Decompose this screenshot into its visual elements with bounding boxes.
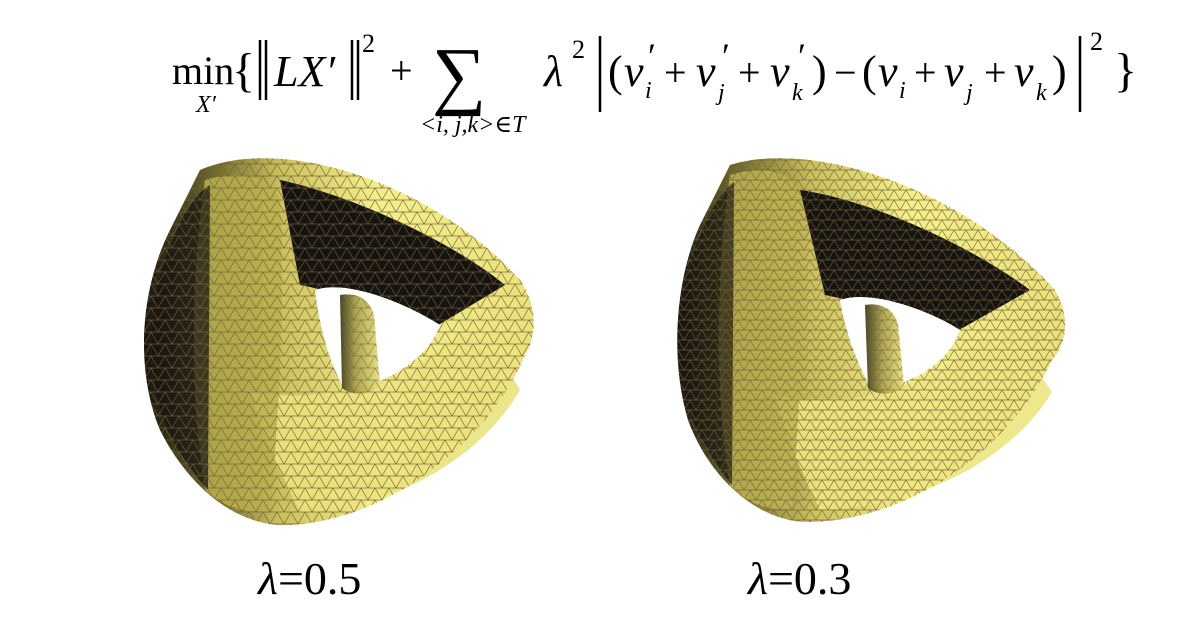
formula-min-subscript: X′ (195, 92, 217, 118)
formula-norm-power: 2 (362, 29, 375, 58)
svg-text:): ) (812, 47, 827, 96)
formula-inner-expression: ( v i ′ + v j ′ + v k ′ ) − ( v i + v j … (608, 36, 1067, 106)
svg-text:i: i (645, 78, 652, 104)
svg-text:k: k (792, 80, 803, 106)
formula-sum-index: <i, j,k>∈T (420, 112, 527, 138)
formula-close-brace: } (1114, 44, 1137, 97)
torus-mesh-right (677, 158, 1066, 523)
svg-text:i: i (899, 78, 906, 104)
formula-abs-power: 2 (1090, 27, 1103, 56)
svg-text:+: + (914, 50, 937, 95)
svg-text:v: v (1014, 47, 1034, 96)
formula-norm-term: LX′ (273, 47, 336, 96)
svg-text:′: ′ (722, 36, 730, 76)
svg-text:v: v (878, 47, 898, 96)
svg-text:+: + (984, 50, 1007, 95)
torus-mesh-left (143, 158, 534, 526)
formula-sum: ∑ (432, 33, 486, 117)
caption-right-lambda: λ (748, 553, 768, 604)
formula-min: min (172, 48, 234, 93)
formula-open-brace: { (232, 44, 255, 97)
formula-lambda-power: 2 (572, 35, 585, 64)
svg-text:k: k (1036, 80, 1047, 106)
caption-left-value: =0.5 (277, 553, 362, 604)
svg-text:v: v (696, 47, 716, 96)
svg-text:v: v (944, 47, 964, 96)
svg-text:): ) (1052, 47, 1067, 96)
svg-text:v: v (770, 47, 790, 96)
svg-text:v: v (624, 47, 644, 96)
caption-left-lambda: λ (258, 553, 278, 604)
svg-text:−: − (834, 50, 857, 95)
caption-right-value: =0.3 (767, 553, 852, 604)
svg-text:+: + (664, 50, 687, 95)
formula-lambda: λ (542, 47, 563, 96)
svg-text:′: ′ (648, 36, 656, 76)
caption-lambda-left: λ=0.5 (258, 556, 361, 602)
formula-plus: + (390, 48, 413, 93)
caption-lambda-right: λ=0.3 (748, 556, 851, 602)
svg-text:+: + (738, 50, 761, 95)
svg-text:′: ′ (798, 36, 806, 76)
svg-text:j: j (715, 80, 725, 106)
svg-text:(: ( (862, 47, 877, 96)
energy-formula: min X′ { LX′ 2 + ∑ <i, j,k>∈T λ 2 ( v i … (172, 27, 1137, 138)
svg-text:(: ( (608, 47, 623, 96)
svg-text:j: j (963, 80, 973, 106)
